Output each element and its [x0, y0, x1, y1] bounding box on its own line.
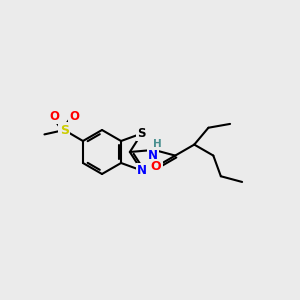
Text: N: N	[137, 164, 147, 177]
Text: H: H	[153, 139, 161, 149]
Text: O: O	[49, 110, 59, 122]
Text: S: S	[137, 127, 146, 140]
Text: N: N	[148, 149, 158, 162]
Text: O: O	[69, 110, 79, 122]
Text: O: O	[151, 160, 161, 173]
Text: S: S	[60, 124, 69, 136]
